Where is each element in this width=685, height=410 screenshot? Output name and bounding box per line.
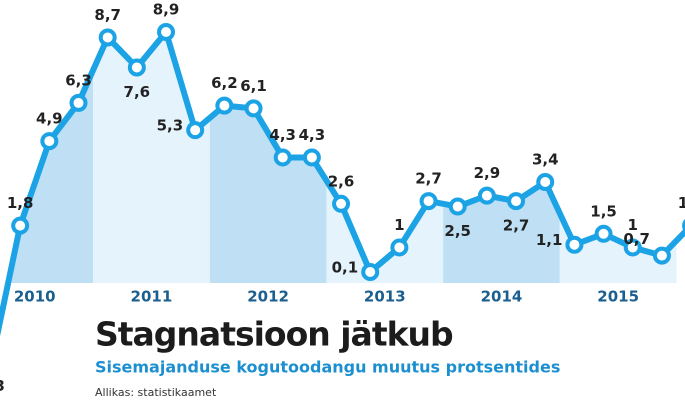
data-label: 6,1 <box>240 77 267 95</box>
point <box>419 192 438 211</box>
data-label: 7,6 <box>124 83 151 101</box>
chart-title: Stagnatsioon jätkub <box>95 315 453 354</box>
data-label: 3,4 <box>532 150 559 168</box>
point <box>652 246 671 265</box>
point <box>127 58 146 77</box>
x-tick-label: 2012 <box>247 288 289 306</box>
point <box>390 238 409 257</box>
data-label: 4,3 <box>269 126 296 144</box>
point <box>186 121 205 140</box>
data-label: 1,8 <box>678 194 685 212</box>
point <box>244 99 263 118</box>
point <box>273 148 292 167</box>
point <box>477 186 496 205</box>
data-label: 4,3 <box>299 126 326 144</box>
x-tick-label: 2015 <box>597 288 639 306</box>
data-label: -3,3 <box>0 377 5 395</box>
data-label: 0,7 <box>623 230 650 248</box>
x-tick-label: 2010 <box>14 288 56 306</box>
point <box>40 132 59 151</box>
year-band <box>326 31 444 283</box>
point <box>302 148 321 167</box>
x-tick-label: 2011 <box>131 288 173 306</box>
point <box>11 216 30 235</box>
point <box>507 192 526 211</box>
point <box>448 197 467 216</box>
data-label: 8,9 <box>153 0 180 18</box>
point <box>215 96 234 115</box>
point <box>361 262 380 281</box>
data-label: 2,9 <box>474 164 501 182</box>
data-label: 1,8 <box>7 194 34 212</box>
chart-subtitle: Sisemajanduse kogutoodangu muutus protse… <box>95 358 560 377</box>
x-tick-label: 2013 <box>364 288 406 306</box>
point <box>594 224 613 243</box>
point <box>565 235 584 254</box>
source: Allikas: statistikaamet <box>95 386 217 399</box>
data-label: 2,5 <box>444 222 471 240</box>
plot: 2010 2011 2012 2013 2014 2015 -3,3 1,8 4,9 6,3 8,7… <box>0 0 685 395</box>
data-label: 2,7 <box>415 170 442 188</box>
data-label: 2,7 <box>503 217 530 235</box>
point <box>332 194 351 213</box>
data-label: 1 <box>394 216 404 234</box>
x-tick-label: 2014 <box>481 288 523 306</box>
point <box>69 93 88 112</box>
data-label: 6,2 <box>211 74 238 92</box>
data-label: 0,1 <box>332 258 359 276</box>
point <box>157 22 176 41</box>
point <box>536 172 555 191</box>
data-label: 2,6 <box>328 172 355 190</box>
point <box>623 238 642 257</box>
data-label: 1 <box>628 216 638 234</box>
data-label: 5,3 <box>157 117 184 135</box>
data-label: 1,5 <box>590 202 617 220</box>
data-label: 4,9 <box>36 110 63 128</box>
point <box>98 28 117 47</box>
data-label: 1,1 <box>536 231 563 249</box>
data-label: 8,7 <box>94 6 121 24</box>
data-label: 6,3 <box>65 71 92 89</box>
